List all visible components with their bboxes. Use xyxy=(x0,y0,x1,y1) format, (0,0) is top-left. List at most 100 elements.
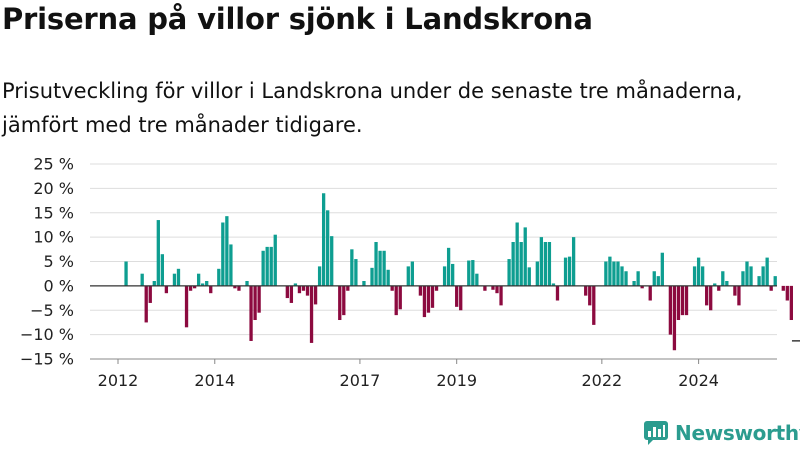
bar xyxy=(656,276,660,286)
brand-name: Newsworthy xyxy=(675,421,800,445)
chart-title: Priserna på villor sjönk i Landskrona xyxy=(2,2,593,36)
bar xyxy=(543,242,548,286)
bar xyxy=(483,285,487,291)
bar xyxy=(301,285,306,291)
bar xyxy=(313,285,318,305)
bar xyxy=(713,283,717,286)
y-tick-label: 10 % xyxy=(33,228,74,247)
bar xyxy=(285,285,289,299)
bar xyxy=(422,285,427,318)
bar xyxy=(475,273,479,286)
bar xyxy=(535,261,539,286)
bar xyxy=(571,237,576,286)
bar-chart: 25 % 20 % 15 % 10 % 5 % 0 % −5 % −10 % −15 % 2012… xyxy=(20,155,800,391)
bar xyxy=(455,285,459,307)
bar xyxy=(350,249,354,286)
bar xyxy=(342,285,346,316)
bar xyxy=(515,222,519,286)
bar xyxy=(164,285,169,294)
axes xyxy=(90,285,777,364)
bar xyxy=(632,281,636,286)
bar xyxy=(733,285,737,296)
bar xyxy=(446,247,451,286)
bar xyxy=(430,285,435,308)
y-tick-label: −15 % xyxy=(20,350,74,369)
bar xyxy=(297,285,302,294)
bar xyxy=(616,261,620,286)
bar xyxy=(152,281,156,286)
y-tick-label: 25 % xyxy=(33,155,74,174)
bar xyxy=(705,285,709,306)
bar xyxy=(648,285,652,301)
bar xyxy=(434,285,439,291)
bar xyxy=(196,273,201,286)
bar xyxy=(140,273,144,286)
bar xyxy=(273,234,277,286)
bar xyxy=(362,281,366,286)
bar xyxy=(217,268,221,286)
bar xyxy=(769,285,773,291)
bar xyxy=(527,267,531,286)
bar xyxy=(426,285,431,313)
newsworthy-logo-icon xyxy=(644,421,668,445)
bar xyxy=(608,256,612,286)
bar xyxy=(249,285,253,341)
bar xyxy=(261,250,265,286)
bar xyxy=(148,285,152,303)
bar xyxy=(499,285,503,306)
y-tick-label: 20 % xyxy=(33,179,74,198)
bar xyxy=(584,285,588,296)
bar xyxy=(406,266,410,286)
bar xyxy=(330,236,334,286)
bar xyxy=(184,285,189,328)
bar xyxy=(692,266,697,286)
bar xyxy=(209,285,213,294)
bar xyxy=(378,250,382,286)
bar xyxy=(640,285,644,289)
bar xyxy=(680,285,685,316)
bar xyxy=(265,246,269,286)
bar xyxy=(192,285,197,289)
bar xyxy=(451,263,455,286)
bar xyxy=(604,261,608,286)
bar xyxy=(346,285,350,291)
bar xyxy=(749,266,753,286)
bar xyxy=(309,285,314,343)
bar xyxy=(205,281,209,286)
bar xyxy=(620,266,624,286)
bar xyxy=(588,285,592,306)
bar xyxy=(394,285,398,316)
bar xyxy=(773,276,777,286)
bar xyxy=(696,257,701,286)
bar xyxy=(567,256,572,286)
bar xyxy=(354,259,358,286)
bar xyxy=(624,271,628,286)
bar xyxy=(563,257,568,286)
bar xyxy=(700,266,705,286)
bar xyxy=(188,285,193,291)
y-tick-label: −5 % xyxy=(30,301,74,320)
x-tick-label: 2019 xyxy=(436,371,477,390)
bar xyxy=(539,237,544,286)
bar xyxy=(491,285,495,290)
bar xyxy=(721,271,725,286)
bar xyxy=(741,271,745,286)
x-tick-label: 2024 xyxy=(678,371,719,390)
bar xyxy=(289,285,294,303)
y-tick-label: 5 % xyxy=(44,252,74,271)
bar xyxy=(592,285,596,325)
bar xyxy=(233,285,237,289)
newsworthy-logo: Newsworthy xyxy=(643,420,800,446)
bar xyxy=(317,266,322,286)
bar xyxy=(781,285,785,291)
bar xyxy=(370,267,374,286)
x-tick-label: 2012 xyxy=(98,371,139,390)
bar xyxy=(612,261,616,286)
bar xyxy=(660,252,664,286)
tick-labels: 25 % 20 % 15 % 10 % 5 % 0 % −5 % −10 % −15 % 2012… xyxy=(20,155,800,391)
bar xyxy=(172,273,177,286)
bar xyxy=(495,285,499,294)
bar xyxy=(459,285,463,311)
bar xyxy=(555,285,560,301)
bar xyxy=(676,285,681,321)
